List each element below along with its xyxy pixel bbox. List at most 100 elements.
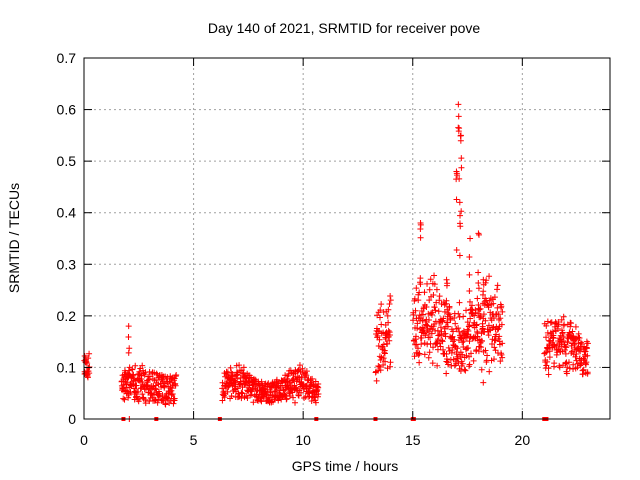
data-point: [475, 348, 482, 355]
data-point: [298, 389, 305, 396]
data-point: [453, 176, 460, 183]
data-point: [387, 297, 394, 304]
data-point: [411, 295, 418, 302]
data-point: [466, 322, 473, 329]
data-point: [497, 315, 504, 322]
data-point: [473, 321, 480, 328]
x-tick-label: 10: [295, 432, 311, 448]
data-point: [466, 298, 473, 305]
data-point: [283, 395, 290, 402]
y-axis-label: SRMTID / TECUs: [6, 183, 22, 293]
data-point: [128, 381, 135, 388]
data-point: [433, 286, 440, 293]
data-point: [289, 389, 296, 396]
data-point: [416, 312, 423, 319]
data-point: [478, 344, 485, 351]
data-point: [292, 399, 299, 406]
data-point: [84, 374, 91, 381]
data-point: [450, 328, 457, 335]
data-point: [86, 370, 93, 377]
data-point: [580, 366, 587, 373]
data-point: [271, 388, 278, 395]
data-point: [491, 356, 498, 363]
data-point: [455, 310, 462, 317]
data-point: [426, 317, 433, 324]
data-point: [499, 340, 506, 347]
data-point: [142, 396, 149, 403]
data-point: [460, 313, 467, 320]
plot-frame: [83, 57, 611, 420]
data-point: [493, 331, 500, 338]
data-point: [453, 246, 460, 253]
data-point: [462, 367, 469, 374]
data-point: [465, 323, 472, 330]
data-point: [491, 294, 498, 301]
data-point: [464, 319, 471, 326]
data-point: [466, 271, 473, 278]
data-point: [312, 399, 319, 406]
data-point: [421, 289, 428, 296]
data-point: [412, 333, 419, 340]
data-point: [386, 332, 393, 339]
data-point: [456, 328, 463, 335]
data-point: [434, 362, 441, 369]
data-point: [168, 391, 175, 398]
data-point: [499, 354, 506, 361]
data-point: [458, 164, 465, 171]
data-point: [232, 379, 239, 386]
data-point: [485, 332, 492, 339]
data-point: [172, 382, 179, 389]
data-point: [444, 319, 451, 326]
data-point: [419, 317, 426, 324]
data-point: [584, 352, 591, 359]
data-point: [486, 297, 493, 304]
data-point: [417, 234, 424, 241]
data-point: [171, 395, 178, 402]
data-point: [443, 356, 450, 363]
data-point: [554, 325, 561, 332]
data-point: [151, 369, 158, 376]
data-point: [385, 306, 392, 313]
data-point: [264, 386, 271, 393]
x-tick-label: 20: [515, 432, 531, 448]
data-point: [125, 394, 132, 401]
data-point: [484, 352, 491, 359]
data-point: [377, 307, 384, 314]
data-point: [463, 352, 470, 359]
data-point: [121, 396, 128, 403]
data-point: [555, 321, 562, 328]
data-point: [415, 297, 422, 304]
data-point: [303, 368, 310, 375]
data-point: [475, 231, 482, 238]
data-point: [282, 372, 289, 379]
data-point: [301, 394, 308, 401]
data-point: [466, 287, 473, 294]
data-point: [299, 365, 306, 372]
data-point: [296, 362, 303, 369]
data-point: [447, 356, 454, 363]
data-point: [483, 297, 490, 304]
data-point: [240, 364, 247, 371]
data-point: [454, 345, 461, 352]
data-point: [573, 357, 580, 364]
data-point: [386, 337, 393, 344]
data-point: [421, 351, 428, 358]
data-point: [173, 372, 180, 379]
data-point: [169, 385, 176, 392]
data-point: [120, 395, 127, 402]
data-point: [544, 358, 551, 365]
data-point: [466, 253, 473, 260]
data-point: [135, 388, 142, 395]
data-point: [443, 297, 450, 304]
data-point: [380, 362, 387, 369]
data-point: [457, 132, 464, 139]
data-point: [385, 327, 392, 334]
data-point: [576, 335, 583, 342]
data-point: [425, 354, 432, 361]
data-point: [441, 301, 448, 308]
data-point: [482, 279, 489, 286]
data-point: [449, 333, 456, 340]
data-point: [494, 286, 501, 293]
data-point: [376, 314, 383, 321]
data-point: [124, 379, 131, 386]
